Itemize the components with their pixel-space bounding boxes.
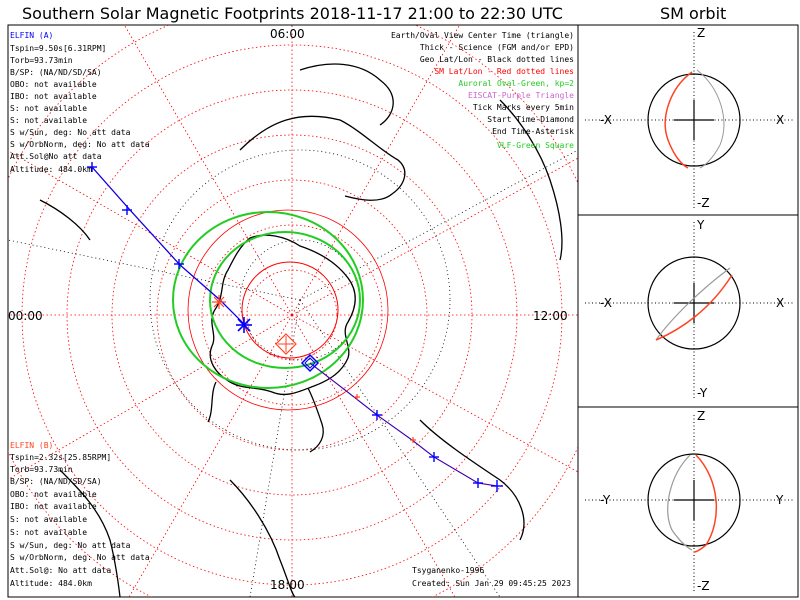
- svg-text:Tspin=9.50s[6.31RPM]: Tspin=9.50s[6.31RPM]: [10, 44, 106, 53]
- svg-text:Att.Sol@No att data: Att.Sol@No att data: [10, 152, 102, 161]
- svg-text:X: X: [776, 296, 784, 310]
- elfin-b-header: ELFIN (B): [10, 441, 53, 450]
- svg-text:OBO: not available: OBO: not available: [10, 80, 97, 89]
- svg-text:S w/Sun, deg: No att data: S w/Sun, deg: No att data: [10, 128, 131, 137]
- credit-created: Created: Sun Jan 29 09:45:25 2023: [412, 579, 571, 588]
- svg-text:S w/Sun, deg: No att data: S w/Sun, deg: No att data: [10, 541, 131, 550]
- svg-text:-Z: -Z: [697, 196, 710, 210]
- sm-grid-radials: [8, 25, 578, 597]
- legend-item: Tick Marks every 5min: [473, 103, 574, 112]
- legend-item: SM Lat/Lon - Red dotted lines: [434, 67, 574, 76]
- svg-text:S w/OrbNorm, deg: No att data: S w/OrbNorm, deg: No att data: [10, 553, 150, 562]
- orbit-panel-xz[interactable]: -X X Z -Z: [577, 24, 799, 216]
- footprint-map[interactable]: 06:00 00:00 12:00 18:00 ELFIN (A) Tspin=…: [0, 0, 607, 600]
- plot-title: Southern Solar Magnetic Footprints 2018-…: [22, 4, 563, 23]
- svg-text:B/SP: (NA/ND/SD/SA): B/SP: (NA/ND/SD/SA): [10, 477, 102, 486]
- legend-item: Auroral Oval-Green, kp=2: [458, 79, 574, 88]
- svg-text:Z: Z: [697, 26, 705, 40]
- time-label-bottom: 18:00: [270, 578, 305, 592]
- orbit-panel-xy[interactable]: -X X Y -Y: [577, 214, 799, 408]
- elfin-a-header: ELFIN (A): [10, 31, 53, 40]
- end-asterisk-a: [236, 317, 252, 333]
- auroral-oval: [172, 211, 364, 389]
- sm-second-circle: [187, 209, 389, 411]
- svg-text:S w/OrbNorm, deg: No att data: S w/OrbNorm, deg: No att data: [10, 140, 150, 149]
- svg-text:Z: Z: [697, 409, 705, 423]
- credits: Tsyganenko-1996 Created: Sun Jan 29 09:4…: [412, 566, 571, 588]
- svg-text:-Y: -Y: [600, 493, 611, 507]
- elfin-a-info: ELFIN (A) Tspin=9.50s[6.31RPM] Torb=93.7…: [10, 31, 150, 174]
- svg-text:Att.Sol@: No att data: Att.Sol@: No att data: [10, 566, 111, 575]
- svg-text:Torb=93.73min: Torb=93.73min: [10, 465, 73, 474]
- svg-text:IBO: not available: IBO: not available: [10, 92, 97, 101]
- elfin-b-track: [212, 295, 503, 492]
- svg-text:IBO: not available: IBO: not available: [10, 502, 97, 511]
- svg-text:S: not available: S: not available: [10, 528, 87, 537]
- legend-item: Start Time-Diamond: [487, 115, 574, 124]
- svg-text:S: not available: S: not available: [10, 116, 87, 125]
- svg-text:Y: Y: [696, 218, 705, 232]
- legend-item: Geo Lat/Lon - Black dotted lines: [420, 55, 574, 64]
- time-label-right: 12:00: [533, 309, 568, 323]
- svg-text:-X: -X: [600, 296, 612, 310]
- credit-model: Tsyganenko-1996: [412, 566, 484, 575]
- time-label-top: 06:00: [270, 27, 305, 41]
- sm-inner-circle: [241, 261, 339, 359]
- svg-text:Tspin=2.32s[25.85RPM]: Tspin=2.32s[25.85RPM]: [10, 453, 111, 462]
- red-asterisk-a: [212, 295, 226, 309]
- legend-item: Thick - Science (FGM and/or EPD): [420, 43, 574, 52]
- svg-text:S: not available: S: not available: [10, 104, 87, 113]
- time-label-left: 00:00: [8, 309, 43, 323]
- svg-text:Torb=93.73min: Torb=93.73min: [10, 56, 73, 65]
- svg-text:OBO: not available: OBO: not available: [10, 490, 97, 499]
- svg-text:S: not available: S: not available: [10, 515, 87, 524]
- coastlines: [39, 63, 563, 597]
- map-frame: [7, 24, 579, 598]
- svg-text:Altitude: 484.0km: Altitude: 484.0km: [10, 165, 92, 174]
- orbit-title: SM orbit: [660, 4, 726, 23]
- svg-text:-X: -X: [600, 113, 612, 127]
- elfin-b-info: ELFIN (B) Tspin=2.32s[25.85RPM] Torb=93.…: [10, 441, 150, 588]
- svg-text:-Z: -Z: [697, 579, 710, 593]
- start-diamond-b: [300, 353, 320, 373]
- svg-text:X: X: [776, 113, 784, 127]
- elfin-a-track: [87, 162, 252, 333]
- legend: Earth/Oval View Center Time (triangle) T…: [391, 31, 574, 150]
- svg-text:Y: Y: [775, 493, 784, 507]
- svg-text:B/SP: (NA/ND/SD/SA): B/SP: (NA/ND/SD/SA): [10, 68, 102, 77]
- legend-item: EISCAT-Purple Triangle: [468, 91, 574, 100]
- svg-text:Altitude: 484.0km: Altitude: 484.0km: [10, 579, 92, 588]
- legend-item: VLF-Green Square: [497, 141, 574, 150]
- svg-text:-Y: -Y: [697, 386, 708, 400]
- orbit-panel-yz[interactable]: -Y Y Z -Z: [577, 406, 799, 598]
- view-center-diamond: [275, 333, 297, 355]
- legend-item: Earth/Oval View Center Time (triangle): [391, 31, 574, 40]
- legend-item: End Time-Asterisk: [492, 127, 574, 136]
